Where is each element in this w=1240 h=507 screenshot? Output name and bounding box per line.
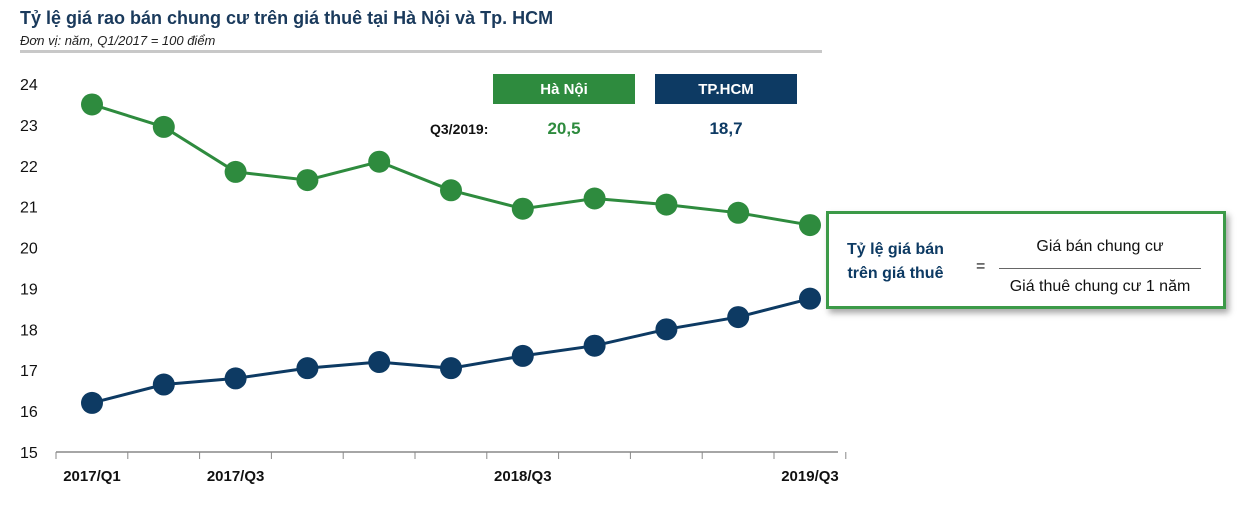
hcm-point	[296, 357, 319, 380]
hanoi-point	[583, 187, 606, 210]
x-tick-label: 2017/Q3	[207, 468, 265, 485]
formula-left-line2: trên giá thuê	[847, 265, 944, 282]
y-tick-label: 22	[20, 159, 38, 176]
formula-left: Tỷ lệ giá bán trên giá thuê	[847, 238, 944, 286]
hcm-point	[655, 318, 678, 341]
hanoi-point	[511, 197, 534, 220]
y-tick-label: 17	[20, 363, 38, 380]
hcm-point	[511, 344, 534, 367]
hcm-point	[799, 287, 821, 310]
x-axis-tick-labels: 2017/Q1 2017/Q3 2018/Q3 2019/Q3	[63, 468, 839, 485]
y-axis-ticks: 15 16 17 18 19 20 21 22 23 24	[20, 77, 38, 462]
hanoi-point	[727, 201, 750, 224]
legend-hcm: TP.HCM	[655, 74, 797, 104]
hanoi-point	[440, 179, 462, 202]
x-tick-label: 2019/Q3	[781, 468, 839, 485]
y-tick-label: 23	[20, 118, 38, 135]
legend-hcm-label: TP.HCM	[698, 80, 754, 98]
formula-fraction-line	[999, 268, 1201, 269]
y-tick-label: 24	[20, 77, 38, 94]
x-axis	[55, 451, 847, 459]
hanoi-point	[799, 214, 821, 237]
formula-denominator: Giá thuê chung cư 1 năm	[1009, 278, 1191, 295]
y-tick-label: 15	[20, 445, 38, 462]
chart-title: Tỷ lệ giá rao bán chung cư trên giá thuê…	[20, 8, 554, 28]
chart-subtitle: Đơn vị: năm, Q1/2017 = 100 điểm	[20, 33, 216, 48]
hcm-point	[81, 391, 103, 414]
formula-numerator: Giá bán chung cư	[1036, 238, 1164, 255]
hcm-point	[368, 351, 391, 374]
x-tick-label: 2017/Q1	[63, 468, 121, 485]
hanoi-point	[81, 93, 103, 116]
latest-hcm-value: 18,7	[709, 119, 743, 138]
y-tick-label: 16	[20, 404, 38, 421]
hcm-point	[152, 373, 175, 396]
y-tick-label: 19	[20, 281, 38, 298]
hcm-line	[91, 297, 811, 405]
y-tick-label: 21	[20, 200, 38, 217]
hcm-point	[224, 367, 247, 390]
formula-box: Tỷ lệ giá bán trên giá thuê = Giá bán ch…	[826, 211, 1226, 309]
series-points	[81, 93, 821, 414]
formula-equals: =	[976, 258, 986, 275]
legend-hanoi: Hà Nội	[493, 74, 635, 104]
hanoi-point	[368, 150, 391, 173]
hanoi-point	[224, 160, 247, 183]
latest-period-label: Q3/2019:	[430, 121, 489, 137]
title-divider	[20, 50, 822, 53]
x-tick-label: 2018/Q3	[494, 468, 552, 485]
hcm-point	[727, 306, 750, 329]
hanoi-point	[152, 115, 175, 138]
hcm-point	[440, 357, 462, 380]
hanoi-point	[655, 193, 678, 216]
hcm-point	[583, 334, 606, 357]
hanoi-point	[296, 169, 319, 192]
y-tick-label: 20	[20, 241, 38, 258]
latest-hanoi-value: 20,5	[547, 119, 581, 138]
legend-hanoi-label: Hà Nội	[540, 80, 588, 98]
y-tick-label: 18	[20, 322, 38, 339]
formula-left-line1: Tỷ lệ giá bán	[847, 241, 944, 258]
